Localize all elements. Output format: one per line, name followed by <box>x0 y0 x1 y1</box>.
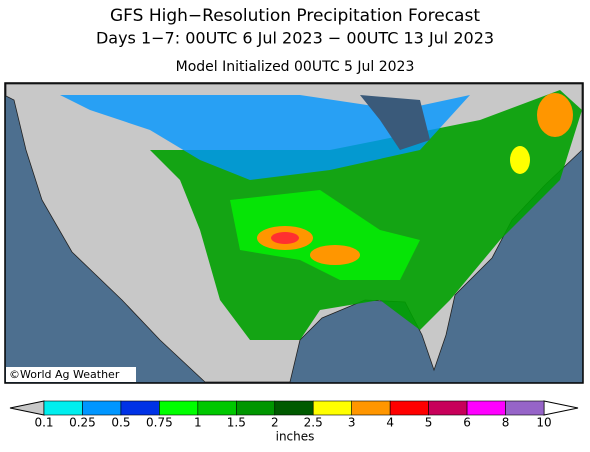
colorbar-segment <box>159 400 199 416</box>
colorbar-segment <box>274 400 314 416</box>
colorbar-label: 6 <box>463 416 471 430</box>
colorbar-segment <box>236 400 276 416</box>
unit-label: inches <box>276 430 315 444</box>
credit: ©World Ag Weather <box>9 368 120 381</box>
colorbar-above <box>543 400 579 416</box>
colorbar-label: 1.5 <box>227 416 246 430</box>
colorbar-label: 0.1 <box>34 416 53 430</box>
great-lakes <box>360 95 430 150</box>
colorbar-segment <box>43 400 83 416</box>
precip-yellow <box>510 146 530 174</box>
precip-orange <box>537 93 573 137</box>
init-time: Model Initialized 00UTC 5 Jul 2023 <box>176 59 415 75</box>
map: ©World Ag Weather <box>4 82 584 384</box>
precip-orange <box>310 245 360 265</box>
colorbar-segment <box>312 400 352 416</box>
colorbar-label: 3 <box>348 416 356 430</box>
colorbar-label: 4 <box>386 416 394 430</box>
colorbar-label: 5 <box>425 416 433 430</box>
subtitle: Days 1−7: 00UTC 6 Jul 2023 − 00UTC 13 Ju… <box>96 29 494 48</box>
colorbar-below <box>9 400 45 416</box>
colorbar-segment <box>120 400 160 416</box>
credit-box <box>6 367 136 382</box>
colorbar-segment <box>197 400 237 416</box>
colorbar-segment <box>389 400 429 416</box>
colorbar-segment <box>428 400 468 416</box>
colorbar-segment <box>466 400 506 416</box>
precip-lightgreen <box>230 190 420 280</box>
precip-blue <box>60 95 470 180</box>
colorbar-segment <box>505 400 545 416</box>
colorbar: 0.1 0.25 0.5 0.75 1 1.5 2 2.5 3 4 5 6 8 10 <box>9 400 579 430</box>
colorbar-label: 1 <box>194 416 202 430</box>
colorbar-label: 2.5 <box>304 416 323 430</box>
colorbar-segment <box>82 400 122 416</box>
colorbar-label: 10 <box>536 416 551 430</box>
title: GFS High−Resolution Precipitation Foreca… <box>110 6 480 26</box>
colorbar-label: 0.25 <box>69 416 96 430</box>
colorbar-label: 8 <box>502 416 510 430</box>
colorbar-segment <box>351 400 391 416</box>
colorbar-label: 2 <box>271 416 279 430</box>
colorbar-label: 0.5 <box>111 416 130 430</box>
colorbar-label: 0.75 <box>146 416 173 430</box>
precip-red <box>271 232 299 244</box>
